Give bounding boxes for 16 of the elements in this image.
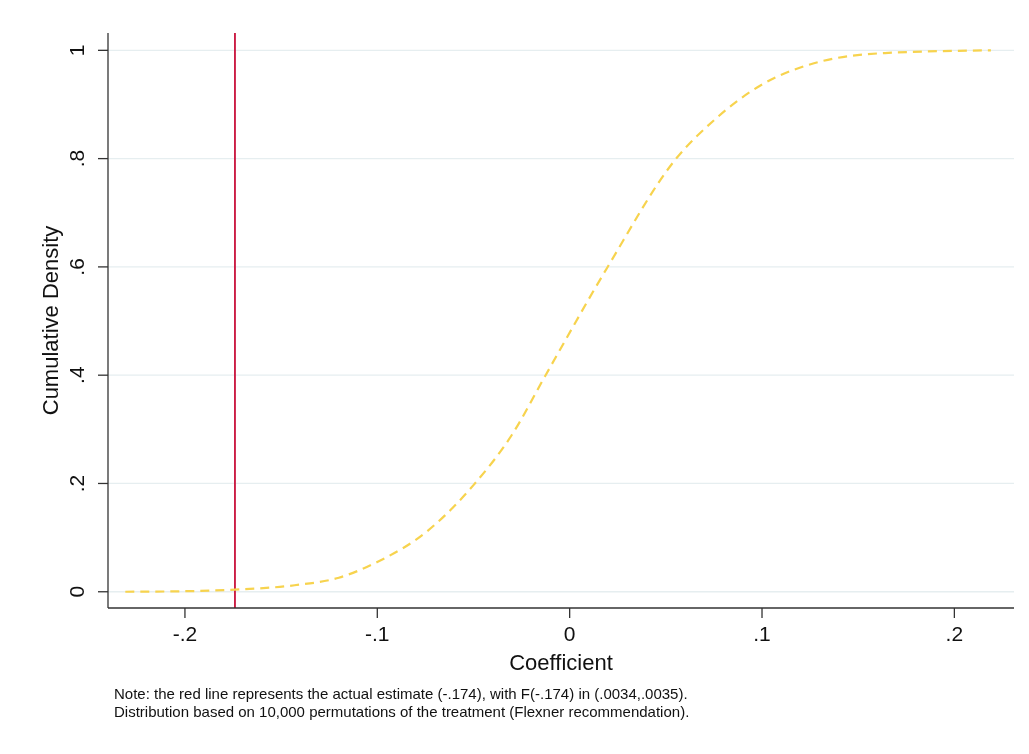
y-tick-label: .4 [65, 366, 88, 384]
text: Distribution based on 10,000 permutations of the treatment (Flexner recommendation). [114, 703, 690, 720]
text: Note: the red line represents the actual estimate (-.174), with F(-.174) in (.0034,.0035). [114, 685, 688, 702]
x-tick-label: -.1 [365, 622, 390, 645]
x-tick-label: 0 [563, 622, 576, 645]
y-tick-label: 0 [65, 585, 88, 598]
line-series [124, 49, 993, 593]
y-tick-label: .8 [65, 149, 88, 168]
x-tick-label: .1 [753, 622, 771, 645]
y-tick-label: .2 [65, 474, 88, 493]
x-tick-label: -.2 [172, 622, 198, 645]
y-axis-title: Cumulative Density [38, 225, 63, 416]
y-tick-label: .6 [65, 258, 88, 276]
x-tick-label: .2 [945, 622, 964, 645]
x-axis-title: Coefficient [509, 650, 613, 675]
y-tick-label: 1 [65, 44, 88, 57]
